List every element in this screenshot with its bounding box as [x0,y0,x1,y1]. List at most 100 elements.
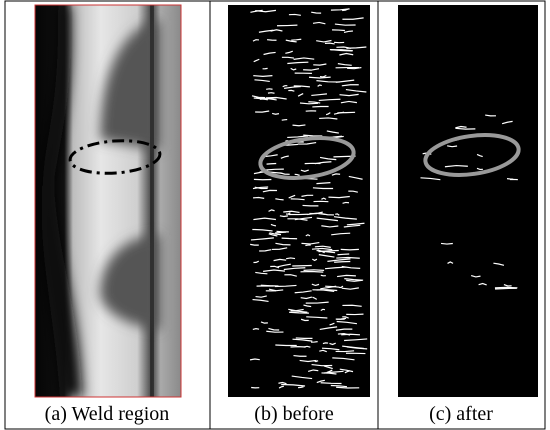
edge-segment [285,39,297,43]
edge-segment [254,79,270,83]
edge-segment [341,287,359,290]
edge-segment [344,278,364,281]
edge-segment [299,359,317,363]
edge-segment [312,21,326,25]
edge-segment [287,135,309,139]
edge-segment [331,232,351,236]
edge-segment [301,241,320,245]
edge-segment [503,284,512,287]
edge-segment [337,253,350,256]
edge-segment [293,354,307,357]
edge-segment [297,93,304,97]
edge-segment [294,290,312,294]
edge-segment [335,213,340,216]
edge-segment [266,39,277,41]
edge-segment [319,74,327,78]
edge-segment [281,56,294,59]
edge-segment [303,134,323,137]
edge-segment [301,194,314,197]
edge-segment [284,85,301,89]
edge-segment [285,50,293,54]
edge-segment [338,285,344,289]
edge-segment [339,368,354,373]
edge-segment [330,8,350,11]
edge-segment [346,279,363,282]
edge-segment [319,117,338,120]
edge-segment [278,385,284,389]
edge-segment [308,101,321,104]
edge-segment [316,289,338,292]
edge-segment [268,209,275,212]
edge-segment [318,98,341,102]
edge-segment [327,258,351,262]
edge-segment [346,222,365,226]
edge-segment [280,155,289,159]
edge-segment [334,260,351,263]
edge-segment [287,61,309,65]
edge-segment [346,46,367,49]
edge-segment [342,201,350,204]
edge-segment [290,310,308,313]
edge-segment [273,258,287,262]
edge-segment [271,247,288,251]
edge-segment [253,75,273,77]
edge-segment [303,304,312,308]
edge-segment [455,125,467,129]
edge-segment [476,153,483,158]
edge-segment [322,342,329,345]
edge-segment [311,93,328,97]
edge-segment [444,164,468,168]
edge-segment [282,85,288,88]
region-marker [68,139,162,175]
edge-segment [340,100,358,104]
edge-segment [325,285,340,288]
edge-segment [251,95,266,99]
edge-segment [255,271,268,275]
edge-segment [326,369,333,373]
edge-segment [259,249,272,252]
edge-segment [476,167,483,171]
edge-segment [300,296,313,300]
edge-segment [316,217,338,222]
edge-segment [276,24,298,27]
edge-segment [306,316,328,319]
edge-segment [292,124,306,127]
edge-segments [249,8,368,389]
edge-segment [290,198,305,201]
edge-segment [292,338,313,342]
edge-segment [311,258,318,262]
edge-segment [336,274,356,278]
edge-segment [420,177,441,181]
edge-segment [275,344,297,347]
edge-segment [253,260,260,264]
edge-segment [314,245,331,248]
edge-segment [291,375,313,380]
edge-segment [252,328,260,331]
edge-segment [267,92,275,94]
edge-segment [478,282,487,286]
edge-segment [343,224,361,228]
edge-segment [324,266,347,270]
edge-segment [289,311,309,314]
edge-segment [324,42,335,45]
edge-segment [253,217,276,221]
edge-segment [485,114,496,117]
edge-segment [300,270,324,273]
edge-segment [320,274,326,277]
edge-segment [343,30,353,34]
edge-segment [333,216,357,220]
edge-segment [303,68,320,71]
edge-segment [270,223,277,227]
edge-segment [266,330,284,333]
edge-segment [303,345,311,348]
edge-segment [316,182,331,185]
edge-segment [319,156,337,161]
edge-segment [330,384,348,388]
edge-segment [264,154,278,158]
edge-segment [312,296,318,300]
edge-segment [316,379,325,384]
edge-segment [320,382,342,385]
edge-segment [260,284,279,287]
edge-segment [346,346,368,350]
